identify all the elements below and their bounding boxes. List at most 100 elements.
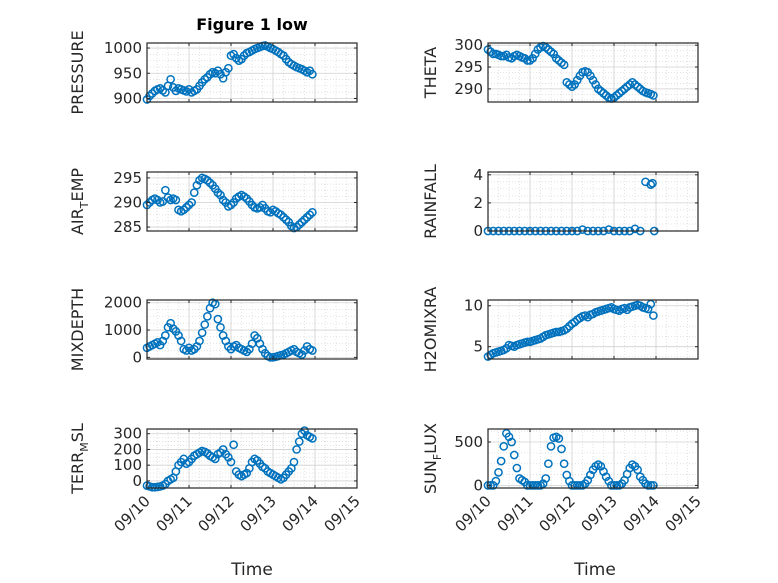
data-point: [182, 203, 191, 212]
y-axis-label: H2OMIXRA: [421, 287, 440, 373]
data-point: [242, 468, 252, 478]
x-tick-label: 09/13: [578, 492, 621, 535]
axes-box: [487, 171, 699, 232]
data-point: [166, 74, 175, 84]
x-tick-label: 09/15: [321, 492, 364, 535]
data-point: [226, 200, 236, 210]
y-tick-label: 0: [132, 348, 142, 366]
data-point: [549, 49, 558, 59]
y-label-subscript: F: [431, 454, 444, 460]
data-point: [179, 205, 189, 215]
y-label-part: LUX: [421, 423, 440, 454]
data-point: [203, 312, 212, 321]
y-tick-label: 300: [113, 425, 142, 443]
y-tick-label: 900: [113, 89, 142, 107]
data-point: [528, 53, 537, 63]
y-axis-label: PRESSURE: [68, 30, 87, 114]
x-axis-label-right: Time: [573, 560, 616, 580]
data-point: [533, 481, 543, 490]
data-point: [210, 68, 220, 78]
data-point: [197, 328, 207, 338]
data-point: [153, 195, 162, 205]
data-point: [294, 437, 304, 446]
data-point: [192, 180, 202, 190]
data-point: [255, 203, 265, 212]
data-point: [554, 434, 564, 443]
data-point: [147, 89, 157, 98]
y-tick-label: 295: [113, 169, 142, 187]
data-point: [308, 207, 317, 217]
data-point: [184, 343, 194, 353]
data-point: [218, 445, 228, 454]
data-point: [266, 353, 275, 362]
plot-area: [488, 172, 698, 231]
data-point: [276, 210, 286, 220]
data-point: [649, 311, 658, 320]
y-label-part: SUN: [421, 460, 440, 494]
data-point: [496, 456, 506, 466]
data-point: [499, 442, 509, 451]
data-point: [300, 426, 309, 435]
y-tick-label: 10: [464, 297, 483, 315]
data-point: [601, 472, 611, 482]
data-point: [176, 336, 186, 346]
y-axis-label: SUNFLUX: [421, 423, 444, 494]
y-label-part: AIR: [68, 208, 87, 235]
y-tick-label: 0: [473, 222, 483, 240]
data-point: [226, 457, 236, 467]
y-tick-label: 5: [473, 338, 483, 356]
x-axis-label-left: Time: [230, 560, 273, 580]
data-point: [586, 71, 595, 81]
data-point: [163, 193, 173, 202]
x-tick-label: 09/11: [153, 492, 196, 535]
x-tick-label: 09/10: [111, 492, 154, 535]
x-tick-label: 09/12: [195, 492, 238, 535]
data-point: [153, 337, 162, 347]
data-point: [226, 344, 236, 354]
data-point: [281, 215, 291, 225]
data-point: [189, 188, 199, 197]
data-point: [649, 481, 658, 490]
data-point: [523, 56, 532, 65]
data-point: [231, 53, 241, 63]
x-tick-label: 09/15: [662, 492, 705, 535]
data-point: [184, 200, 194, 210]
data-point: [646, 481, 656, 490]
data-point: [565, 321, 574, 331]
data-point: [308, 346, 317, 355]
axes-box: [146, 299, 358, 360]
data-point: [494, 468, 503, 477]
data-point: [168, 324, 178, 334]
data-point: [559, 60, 569, 70]
data-point: [507, 437, 516, 447]
data-point: [242, 347, 252, 357]
data-point: [541, 474, 551, 483]
axes-box: [146, 171, 358, 232]
y-label-part: EMP: [68, 168, 87, 202]
y-axis-label: RAINFALL: [421, 164, 440, 239]
y-tick-label: 290: [113, 193, 142, 211]
x-tick-label: 09/10: [452, 492, 495, 535]
y-label-subscript: T: [78, 201, 91, 209]
x-tick-label: 09/11: [494, 492, 537, 535]
data-point: [491, 476, 501, 486]
y-tick-label: 1000: [104, 39, 142, 57]
data-point: [216, 322, 225, 332]
data-point: [523, 337, 532, 347]
data-point: [604, 225, 614, 234]
axes-box: [487, 428, 699, 489]
data-point: [308, 434, 317, 443]
data-point: [588, 75, 598, 85]
x-tick-label: 09/13: [237, 492, 280, 535]
data-point: [213, 314, 223, 324]
data-point: [216, 190, 225, 200]
data-point: [570, 80, 579, 89]
panel-h2omixra: 5 10 H2OMIXRA: [421, 287, 699, 373]
y-tick-label: 1000: [104, 321, 142, 339]
data-point: [509, 450, 519, 460]
data-point: [200, 320, 210, 329]
data-point: [195, 336, 204, 346]
